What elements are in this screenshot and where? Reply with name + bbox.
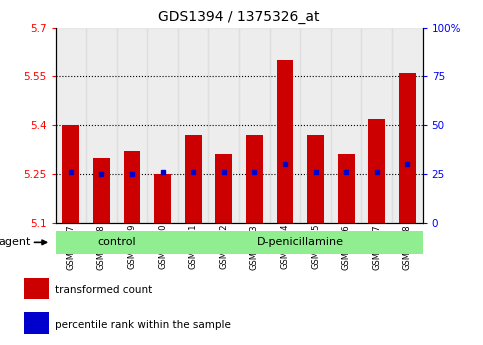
Text: percentile rank within the sample: percentile rank within the sample [56,319,231,329]
Bar [270,28,300,223]
Bar [369,119,385,223]
Bar [300,28,331,223]
Text: agent: agent [0,237,30,247]
Bar [399,73,416,223]
Bar [185,135,201,223]
Bar [178,28,209,223]
Bar [246,135,263,223]
Bar [277,60,293,223]
Bar [147,28,178,223]
Bar [209,28,239,223]
Bar [86,28,117,223]
Bar [154,174,171,223]
Bar [331,28,361,223]
Bar [338,154,355,223]
Bar [392,28,423,223]
Title: GDS1394 / 1375326_at: GDS1394 / 1375326_at [158,10,320,24]
Bar [178,231,423,254]
Bar [56,28,86,223]
Bar [117,28,147,223]
Bar [24,312,48,334]
Text: transformed count: transformed count [56,285,153,295]
Text: control: control [98,237,136,247]
Bar [361,28,392,223]
Bar [56,231,178,254]
Bar [307,135,324,223]
Bar [215,154,232,223]
Text: D-penicillamine: D-penicillamine [257,237,344,247]
Bar [93,158,110,223]
Bar [24,278,48,299]
Bar [124,151,141,223]
Bar [239,28,270,223]
Bar [62,125,79,223]
